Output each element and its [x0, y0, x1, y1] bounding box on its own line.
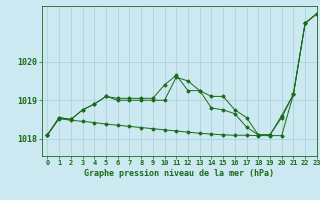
- X-axis label: Graphe pression niveau de la mer (hPa): Graphe pression niveau de la mer (hPa): [84, 169, 274, 178]
